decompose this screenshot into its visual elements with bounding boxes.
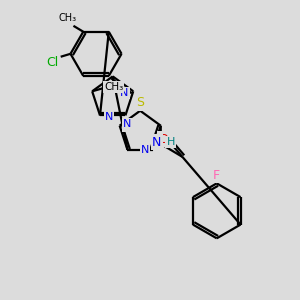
Text: CH₃: CH₃: [58, 13, 76, 23]
Text: N: N: [105, 112, 113, 122]
Text: H: H: [167, 137, 175, 147]
Text: N: N: [141, 145, 149, 155]
Text: N: N: [123, 121, 132, 131]
Text: N: N: [120, 88, 129, 98]
Text: S: S: [136, 96, 144, 110]
Text: O: O: [158, 133, 168, 146]
Text: F: F: [213, 169, 220, 182]
Text: CH₃: CH₃: [104, 82, 123, 92]
Text: N: N: [123, 119, 131, 129]
Text: Cl: Cl: [47, 56, 59, 69]
Text: N: N: [152, 136, 162, 148]
